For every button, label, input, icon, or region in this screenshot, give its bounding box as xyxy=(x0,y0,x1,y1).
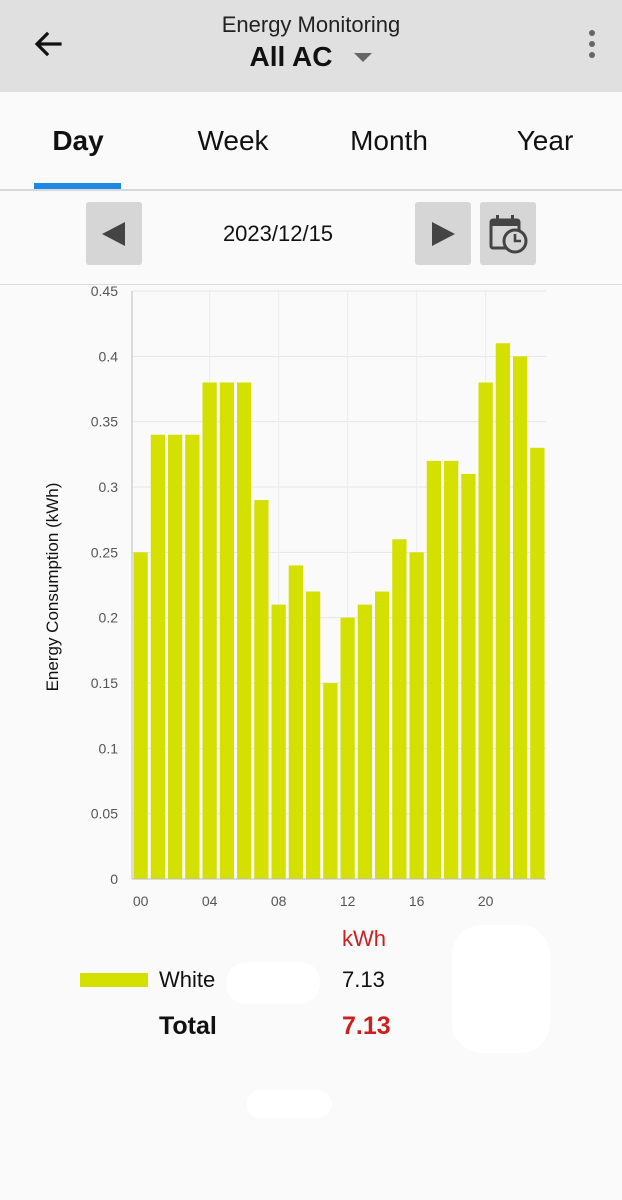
device-selector[interactable]: All AC xyxy=(250,40,373,74)
bar-00 xyxy=(133,552,148,879)
back-button[interactable] xyxy=(28,24,68,64)
tab-week[interactable]: Week xyxy=(197,124,269,156)
bar-17 xyxy=(426,460,441,879)
legend-swatch xyxy=(80,973,148,987)
bar-15 xyxy=(392,539,407,879)
y-tick-label: 0.15 xyxy=(91,675,118,691)
bar-05 xyxy=(219,382,234,879)
energy-chart: 0 0.05 0.1 0.15 0.2 0.25 0.3 0.35 0.4 0.45 00 04 08 1… xyxy=(0,285,622,925)
device-selector-label: All AC xyxy=(249,41,333,72)
total-value: 7.13 xyxy=(342,1012,391,1040)
y-axis-label: Energy Consumption (kWh) xyxy=(43,483,62,692)
bar-08 xyxy=(271,604,286,879)
calendar-button[interactable] xyxy=(480,202,536,265)
legend-name: White xyxy=(159,967,216,992)
more-options-button[interactable] xyxy=(580,26,604,62)
bar-19 xyxy=(461,473,476,879)
redaction-mark xyxy=(452,925,550,1053)
bar-14 xyxy=(375,591,390,879)
app-title: Energy Monitoring xyxy=(221,12,401,37)
x-tick-label: 04 xyxy=(202,893,218,909)
x-tick-label: 00 xyxy=(133,893,149,909)
bar-13 xyxy=(357,604,372,879)
x-tick-label: 08 xyxy=(271,893,287,909)
y-tick-label: 0.4 xyxy=(99,348,119,364)
total-label: Total xyxy=(159,1012,217,1040)
y-tick-label: 0.45 xyxy=(91,285,118,299)
chevron-down-icon xyxy=(354,52,373,62)
bar-10 xyxy=(306,591,321,879)
y-tick-label: 0.25 xyxy=(91,544,118,560)
y-tick-label: 0.05 xyxy=(91,806,118,822)
bar-12 xyxy=(340,617,355,879)
bar-23 xyxy=(530,447,545,879)
legend-value: 7.13 xyxy=(342,967,385,992)
title-area: Energy Monitoring All AC xyxy=(0,12,622,74)
y-tick-label: 0.2 xyxy=(99,610,119,626)
bar-04 xyxy=(202,382,217,879)
arrow-left-icon xyxy=(34,31,62,57)
triangle-right-icon xyxy=(432,221,455,246)
bar-09 xyxy=(288,565,303,879)
x-tick-label: 16 xyxy=(409,893,425,909)
y-tick-label: 0.35 xyxy=(91,414,118,430)
redaction-mark xyxy=(246,1090,332,1118)
bar-chart: 0 0.05 0.1 0.15 0.2 0.25 0.3 0.35 0.4 0.45 00 04 08 1… xyxy=(43,285,546,909)
bar-18 xyxy=(444,460,459,879)
y-tick-label: 0 xyxy=(110,871,118,887)
bar-06 xyxy=(237,382,252,879)
redaction-mark xyxy=(226,962,320,1004)
x-tick-label: 20 xyxy=(478,893,494,909)
bar-11 xyxy=(323,683,338,879)
x-tick-label: 12 xyxy=(340,893,356,909)
bar-21 xyxy=(495,343,510,879)
bar-16 xyxy=(409,552,424,879)
y-tick-label: 0.1 xyxy=(99,740,119,756)
active-tab-indicator xyxy=(34,183,121,189)
bar-20 xyxy=(478,382,493,879)
bar-03 xyxy=(185,434,200,879)
calendar-clock-icon xyxy=(489,214,528,253)
more-vert-icon xyxy=(589,30,595,36)
bar-07 xyxy=(254,500,269,879)
tab-year[interactable]: Year xyxy=(516,124,574,156)
next-date-button[interactable] xyxy=(415,202,471,265)
tab-day[interactable]: Day xyxy=(52,124,104,156)
unit-label: kWh xyxy=(342,926,386,951)
tab-month[interactable]: Month xyxy=(350,124,428,156)
y-tick-label: 0.3 xyxy=(99,479,119,495)
current-date[interactable]: 2023/12/15 xyxy=(222,221,334,246)
triangle-left-icon xyxy=(102,221,125,246)
period-tabs: Day Week Month Year xyxy=(0,92,622,191)
bar-22 xyxy=(513,356,528,879)
date-navigator: 2023/12/15 xyxy=(0,191,622,285)
bar-02 xyxy=(168,434,183,879)
bar-01 xyxy=(150,434,165,879)
app-bar: Energy Monitoring All AC xyxy=(0,0,622,92)
previous-date-button[interactable] xyxy=(86,202,142,265)
